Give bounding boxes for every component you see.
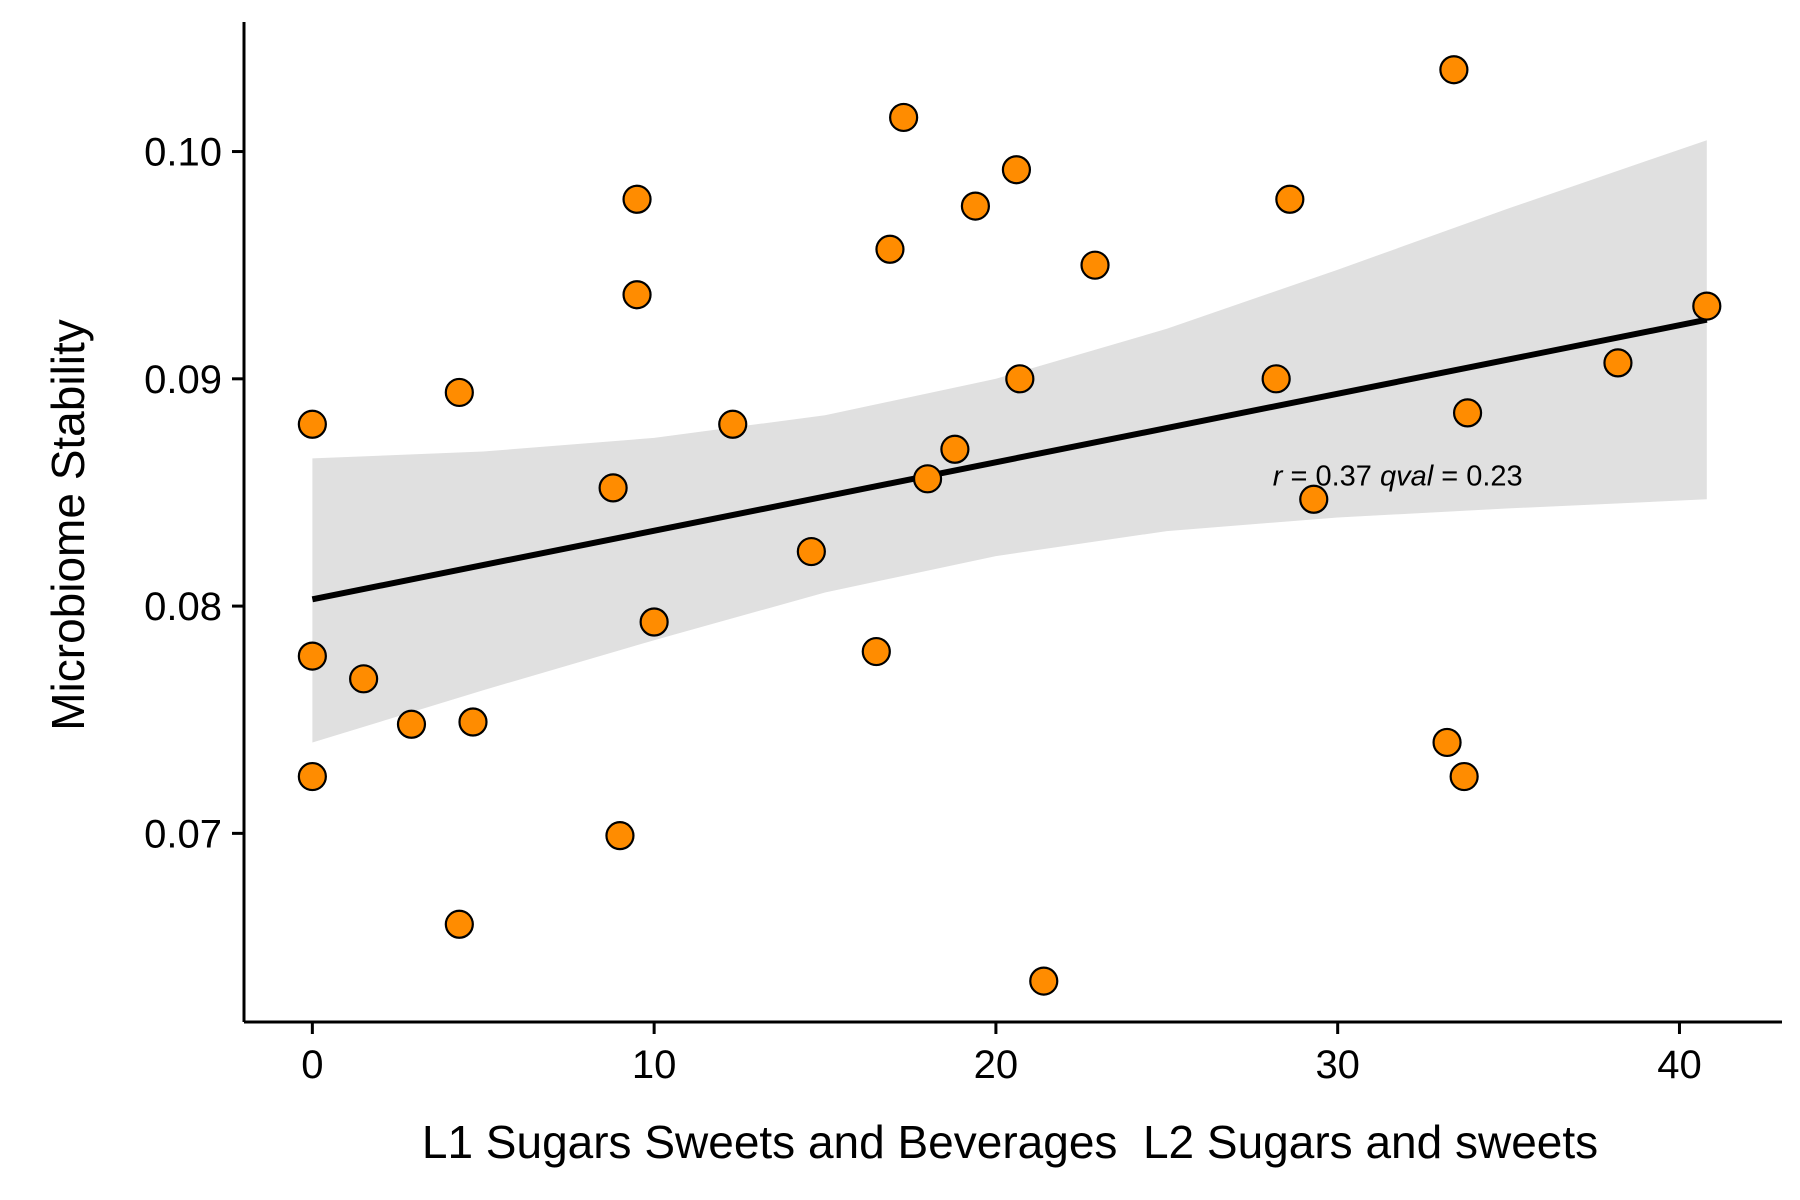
- x-tick-label: 20: [974, 1043, 1019, 1087]
- x-tick-label: 40: [1657, 1043, 1702, 1087]
- data-point: [889, 102, 919, 133]
- q-symbol: qval: [1380, 461, 1435, 493]
- data-point: [1005, 364, 1035, 394]
- data-point: [458, 707, 488, 737]
- data-point: [1449, 761, 1479, 792]
- data-points-layer: [297, 55, 1722, 996]
- y-tick-label: 0.10: [144, 131, 222, 175]
- x-ticks-layer: 0 10 20 30 40: [301, 1022, 1702, 1087]
- y-tick-label: 0.08: [144, 585, 222, 629]
- regression-line: [311, 316, 1708, 603]
- confidence-band: [312, 140, 1707, 743]
- y-tick-label: 0.07: [144, 812, 222, 856]
- x-tick-label: 30: [1315, 1043, 1360, 1087]
- x-tick-label: 0: [301, 1043, 323, 1087]
- data-point: [796, 536, 826, 567]
- data-point: [598, 473, 628, 503]
- data-point: [444, 377, 474, 408]
- data-point: [1001, 155, 1032, 185]
- y-ticks-layer: 0.07 0.08 0.09 0.10: [144, 131, 244, 856]
- data-point: [297, 761, 327, 792]
- data-point: [1299, 484, 1329, 514]
- data-point: [639, 607, 669, 637]
- r-value: = 0.37: [1282, 461, 1380, 493]
- q-value: = 0.23: [1433, 461, 1523, 493]
- y-axis-title: Microbiome Stability: [42, 319, 94, 731]
- r-symbol: r: [1273, 461, 1284, 493]
- correlation-annotation: r = 0.37 qval = 0.23: [1273, 461, 1523, 493]
- data-point: [1432, 727, 1462, 758]
- data-point: [622, 280, 652, 310]
- data-point: [718, 409, 748, 439]
- data-point: [1439, 55, 1469, 85]
- data-point: [1692, 291, 1722, 321]
- x-tick-label: 10: [632, 1043, 677, 1087]
- data-point: [1261, 364, 1291, 394]
- data-point: [861, 636, 891, 667]
- y-tick-label: 0.09: [144, 358, 222, 402]
- data-point: [1603, 348, 1633, 378]
- data-point: [396, 709, 427, 739]
- data-point: [960, 191, 991, 221]
- data-point: [349, 664, 379, 694]
- data-point: [1452, 398, 1483, 428]
- data-point: [1029, 966, 1059, 996]
- fit-line-layer: [311, 316, 1708, 603]
- x-axis-title: L1 Sugars Sweets and Beverages L2 Sugars…: [422, 1116, 1598, 1168]
- data-point: [1080, 250, 1110, 280]
- confidence-band-layer: [312, 140, 1707, 743]
- data-point: [875, 234, 905, 264]
- data-point: [605, 821, 635, 851]
- data-point: [940, 434, 970, 464]
- data-point: [912, 464, 943, 494]
- data-point: [444, 909, 474, 939]
- data-point: [1275, 184, 1305, 214]
- data-point: [622, 184, 652, 214]
- axes-layer: [242, 22, 1782, 1024]
- data-point: [297, 641, 327, 671]
- data-point: [297, 409, 327, 439]
